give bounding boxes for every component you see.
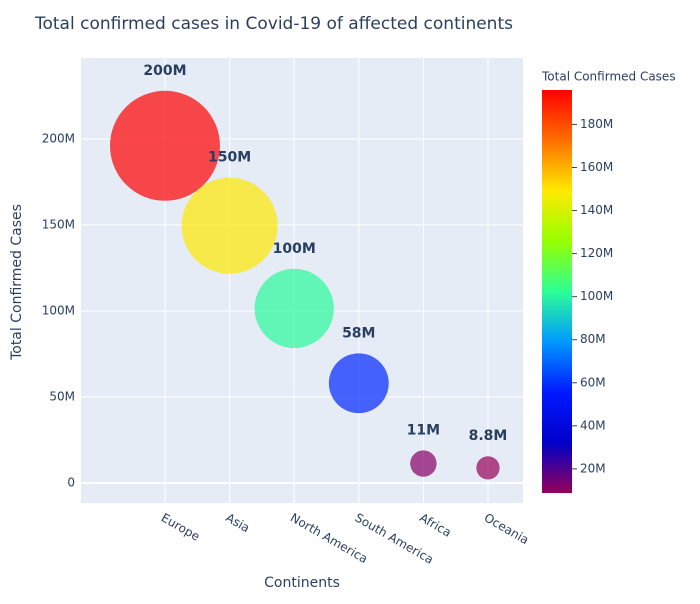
bubble [254, 268, 334, 348]
colorbar-tick-label: 40M [580, 418, 606, 432]
colorbar-tick-label: 60M [580, 375, 606, 389]
colorbar-title: Total Confirmed Cases [541, 70, 676, 84]
x-tick-label: Africa [417, 511, 454, 540]
chart-title: Total confirmed cases in Covid-19 of aff… [34, 14, 513, 34]
colorbar-tick-label: 160M [580, 160, 613, 174]
data-label: 200M [143, 63, 186, 79]
y-tick-label: 50M [49, 389, 75, 403]
colorbar-tick-label: 20M [580, 461, 606, 475]
x-tick-label: Europe [159, 511, 203, 544]
bubble [181, 177, 278, 274]
data-label: 100M [273, 241, 316, 257]
x-axis-title: Continents [264, 575, 340, 591]
data-label: 8.8M [469, 428, 508, 444]
data-label: 150M [208, 150, 251, 166]
data-label: 11M [407, 422, 440, 438]
colorbar-tick-label: 180M [580, 117, 613, 131]
x-tick-label: Oceania [482, 511, 532, 548]
bubble [476, 456, 500, 480]
colorbar-tick-label: 80M [580, 332, 606, 346]
x-tick-label: Asia [223, 511, 252, 536]
y-tick-label: 150M [42, 217, 75, 231]
y-axis-title: Total Confirmed Cases [9, 204, 25, 361]
y-tick-label: 200M [42, 131, 75, 145]
y-tick-label: 100M [42, 303, 75, 317]
colorbar-tick-label: 140M [580, 203, 613, 217]
data-label: 58M [342, 325, 375, 341]
y-tick-label: 0 [67, 476, 75, 490]
bubble [109, 90, 220, 201]
bubble [410, 450, 437, 477]
colorbar [542, 90, 572, 493]
colorbar-tick-label: 100M [580, 289, 613, 303]
colorbar-tick-label: 120M [580, 246, 613, 260]
bubble [328, 353, 389, 414]
